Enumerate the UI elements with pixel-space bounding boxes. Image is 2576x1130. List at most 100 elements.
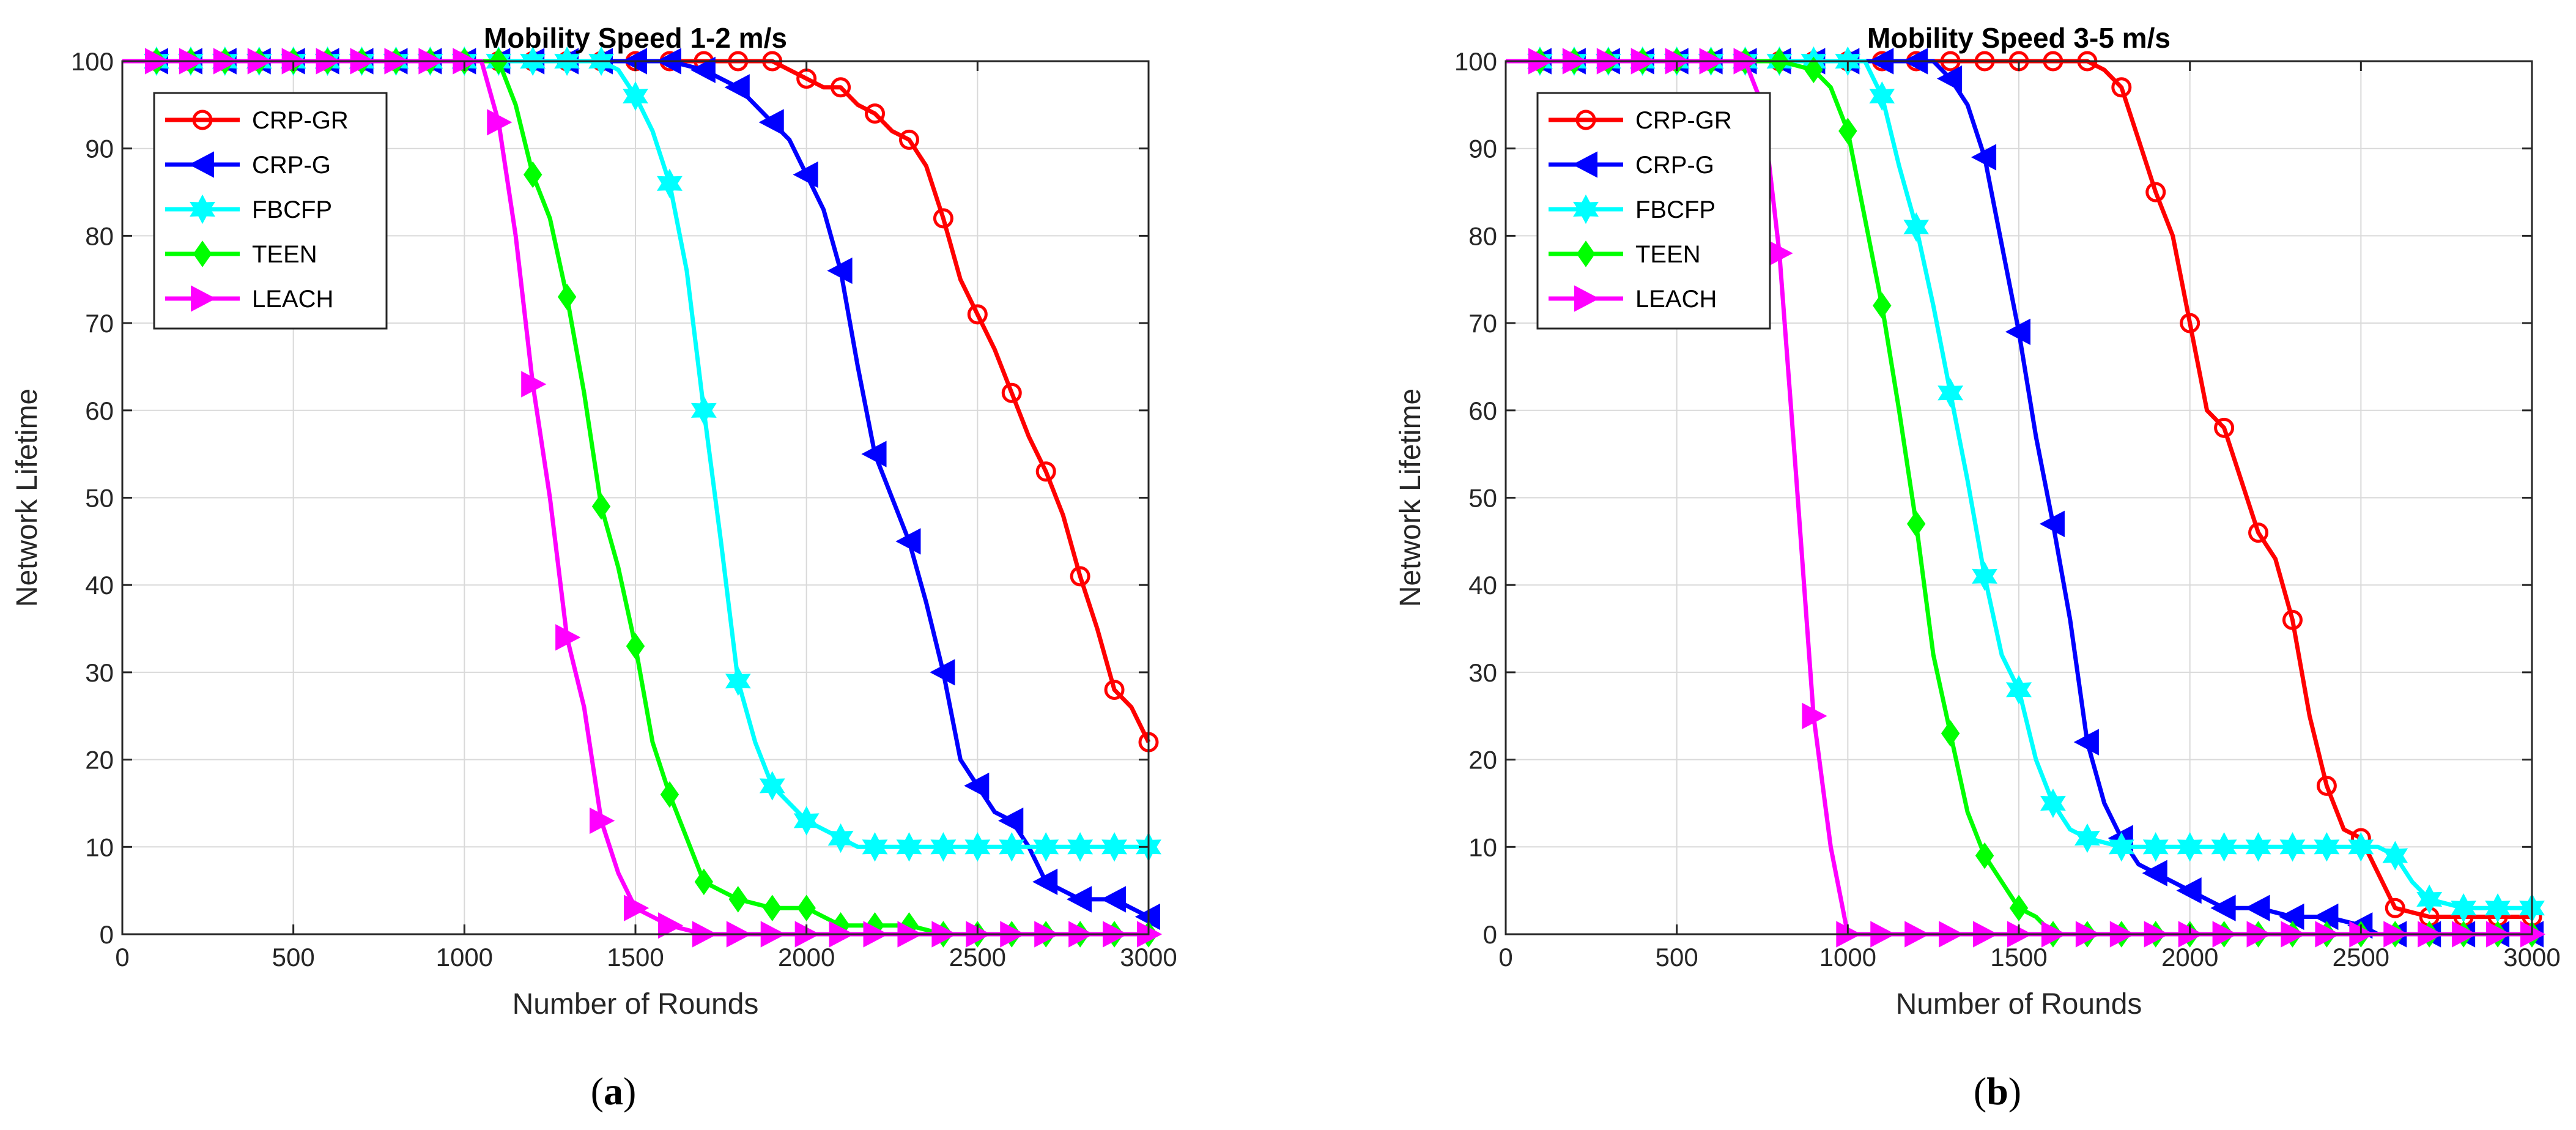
data-point [1936, 65, 1963, 92]
legend-label: CRP-GR [1635, 107, 1732, 134]
y-tick-label: 90 [85, 135, 114, 163]
y-tick-label: 70 [85, 309, 114, 338]
legend-label: CRP-GR [252, 107, 349, 134]
legend-label: FBCFP [1635, 196, 1715, 223]
data-point [862, 832, 888, 862]
data-point [557, 283, 577, 311]
data-point [1941, 720, 1960, 747]
data-point [2073, 729, 2099, 756]
data-point [831, 77, 851, 98]
y-axis-label: Network Lifetime [1394, 388, 1427, 607]
data-point [590, 807, 615, 834]
data-point [657, 168, 683, 198]
y-tick-label: 0 [100, 920, 114, 949]
data-point [1873, 292, 1892, 319]
data-point [1100, 886, 1127, 913]
data-point [728, 886, 748, 913]
x-tick-label: 500 [272, 943, 315, 972]
data-point [967, 304, 988, 325]
data-point [1067, 832, 1094, 862]
x-tick-label: 3000 [2503, 943, 2560, 972]
x-tick-label: 3000 [1120, 943, 1177, 972]
chart-title: Mobility Speed 3-5 m/s [1867, 22, 2171, 54]
y-tick-label: 10 [1468, 833, 1497, 861]
data-point [2142, 832, 2169, 862]
data-point [2145, 182, 2166, 203]
legend-marker [190, 194, 215, 225]
legend-label: FBCFP [252, 196, 332, 223]
data-point [2176, 877, 2202, 904]
data-point [1035, 461, 1056, 482]
data-point [2108, 832, 2134, 862]
caption-letter: a [604, 1069, 623, 1113]
data-point [2009, 894, 2029, 921]
data-point [2040, 788, 2066, 819]
data-point [964, 772, 990, 800]
panel-caption: (a) [591, 1069, 637, 1113]
legend-marker [1574, 285, 1600, 312]
data-point [623, 81, 648, 111]
data-point [2211, 832, 2237, 862]
panel-caption: (b) [1974, 1069, 2021, 1113]
data-point [1869, 81, 1895, 111]
legend-marker [192, 110, 213, 130]
data-point [827, 257, 853, 284]
legend-marker [193, 240, 212, 267]
data-point [724, 74, 750, 101]
y-tick-label: 80 [1468, 221, 1497, 250]
legend-label: TEEN [252, 241, 317, 268]
data-point [1066, 886, 1092, 913]
data-point [725, 666, 751, 696]
y-tick-label: 20 [1468, 746, 1497, 775]
data-point [591, 493, 611, 520]
data-point [797, 894, 816, 921]
chart-title: Mobility Speed 1-2 m/s [484, 22, 787, 54]
data-point [1032, 868, 1058, 896]
legend-marker [1572, 151, 1597, 178]
data-point [1838, 117, 1857, 144]
data-point [998, 807, 1024, 834]
data-point [2385, 898, 2405, 918]
data-point [758, 109, 784, 136]
data-point [865, 103, 886, 124]
data-point [521, 371, 547, 398]
data-point [2314, 832, 2340, 862]
y-tick-label: 10 [85, 833, 114, 861]
y-tick-label: 50 [85, 484, 114, 513]
y-tick-label: 60 [1468, 396, 1497, 425]
data-point [2039, 510, 2065, 537]
legend-label: LEACH [252, 286, 333, 313]
y-tick-label: 20 [85, 746, 114, 775]
y-tick-label: 100 [1454, 47, 1497, 76]
x-tick-label: 2500 [2333, 943, 2389, 972]
data-point [759, 771, 785, 801]
x-tick-label: 1500 [607, 943, 664, 972]
y-tick-label: 80 [85, 221, 114, 250]
data-point [523, 161, 542, 188]
legend: CRP-GR CRP-G FBCFP TEEN LEACH [1536, 92, 1771, 330]
data-point [1070, 566, 1090, 587]
data-point [2074, 823, 2100, 853]
data-point [2210, 894, 2236, 921]
x-tick-label: 0 [115, 943, 129, 972]
x-tick-label: 2500 [949, 943, 1006, 972]
y-axis-label: Network Lifetime [11, 388, 43, 607]
data-point [793, 806, 820, 836]
data-point [1975, 842, 1994, 869]
data-point [2245, 832, 2271, 862]
legend-label: LEACH [1635, 286, 1717, 313]
data-point [1903, 212, 1930, 242]
legend-label: CRP-G [252, 152, 331, 179]
data-point [861, 440, 887, 467]
data-point [793, 161, 818, 188]
chart-panel-a: 0 500 1000 1500 2000 2500 3000 0 10 20 30 40 50 60 70 8… [11, 22, 1177, 1113]
data-point [2005, 318, 2030, 346]
data-point [930, 832, 957, 862]
y-tick-label: 0 [1483, 920, 1497, 949]
y-tick-label: 70 [1468, 309, 1497, 338]
data-point [657, 912, 684, 939]
x-tick-label: 2000 [2161, 943, 2218, 972]
legend-marker [1576, 240, 1596, 267]
legend-marker [1575, 110, 1596, 130]
